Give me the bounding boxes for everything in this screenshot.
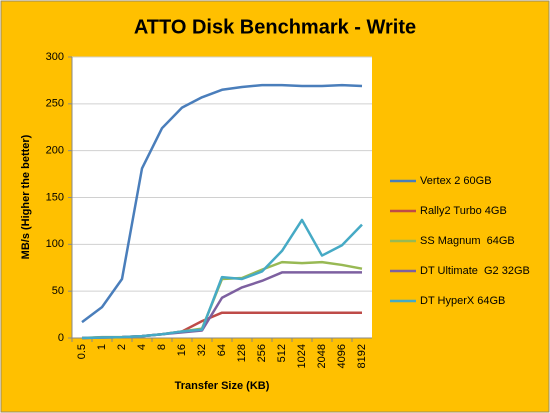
y-tick-label: 200 [46, 145, 64, 157]
series-line [81, 218, 363, 340]
y-tick-label: 50 [52, 285, 64, 297]
x-tick-label: 64 [216, 344, 228, 356]
legend-label: SS Magnum 64GB [420, 235, 515, 247]
x-tick-label: 4096 [336, 344, 348, 368]
x-tick-label: 512 [276, 344, 288, 362]
legend-label: DT HyperX 64GB [420, 295, 505, 307]
y-tick-label: 300 [46, 51, 64, 63]
x-tick-label: 32 [196, 344, 208, 356]
x-tick-label: 4 [136, 344, 148, 350]
x-tick-label: 1 [96, 344, 108, 350]
x-tick-label: 256 [256, 344, 268, 362]
y-axis-title: MB/s (Higher the better) [20, 134, 32, 259]
x-tick-label: 8192 [356, 344, 368, 368]
x-tick-label: 2 [116, 344, 128, 350]
chart-title: ATTO Disk Benchmark - Write [134, 16, 416, 38]
y-tick-label: 0 [58, 332, 64, 344]
x-tick-label: 0.5 [76, 344, 88, 359]
legend-label: Rally2 Turbo 4GB [420, 205, 507, 217]
series-line [81, 83, 363, 324]
legend-label: DT Ultimate G2 32GB [420, 265, 530, 277]
y-tick-label: 100 [46, 238, 64, 250]
x-axis-title: Transfer Size (KB) [175, 380, 270, 392]
x-tick-label: 128 [236, 344, 248, 362]
legend-label: Vertex 2 60GB [420, 175, 492, 187]
x-tick-label: 8 [156, 344, 168, 350]
y-tick-label: 150 [46, 191, 64, 203]
x-tick-label: 2048 [316, 344, 328, 368]
x-tick-label: 16 [176, 344, 188, 356]
x-tick-label: 1024 [296, 344, 308, 368]
y-tick-label: 250 [46, 98, 64, 110]
